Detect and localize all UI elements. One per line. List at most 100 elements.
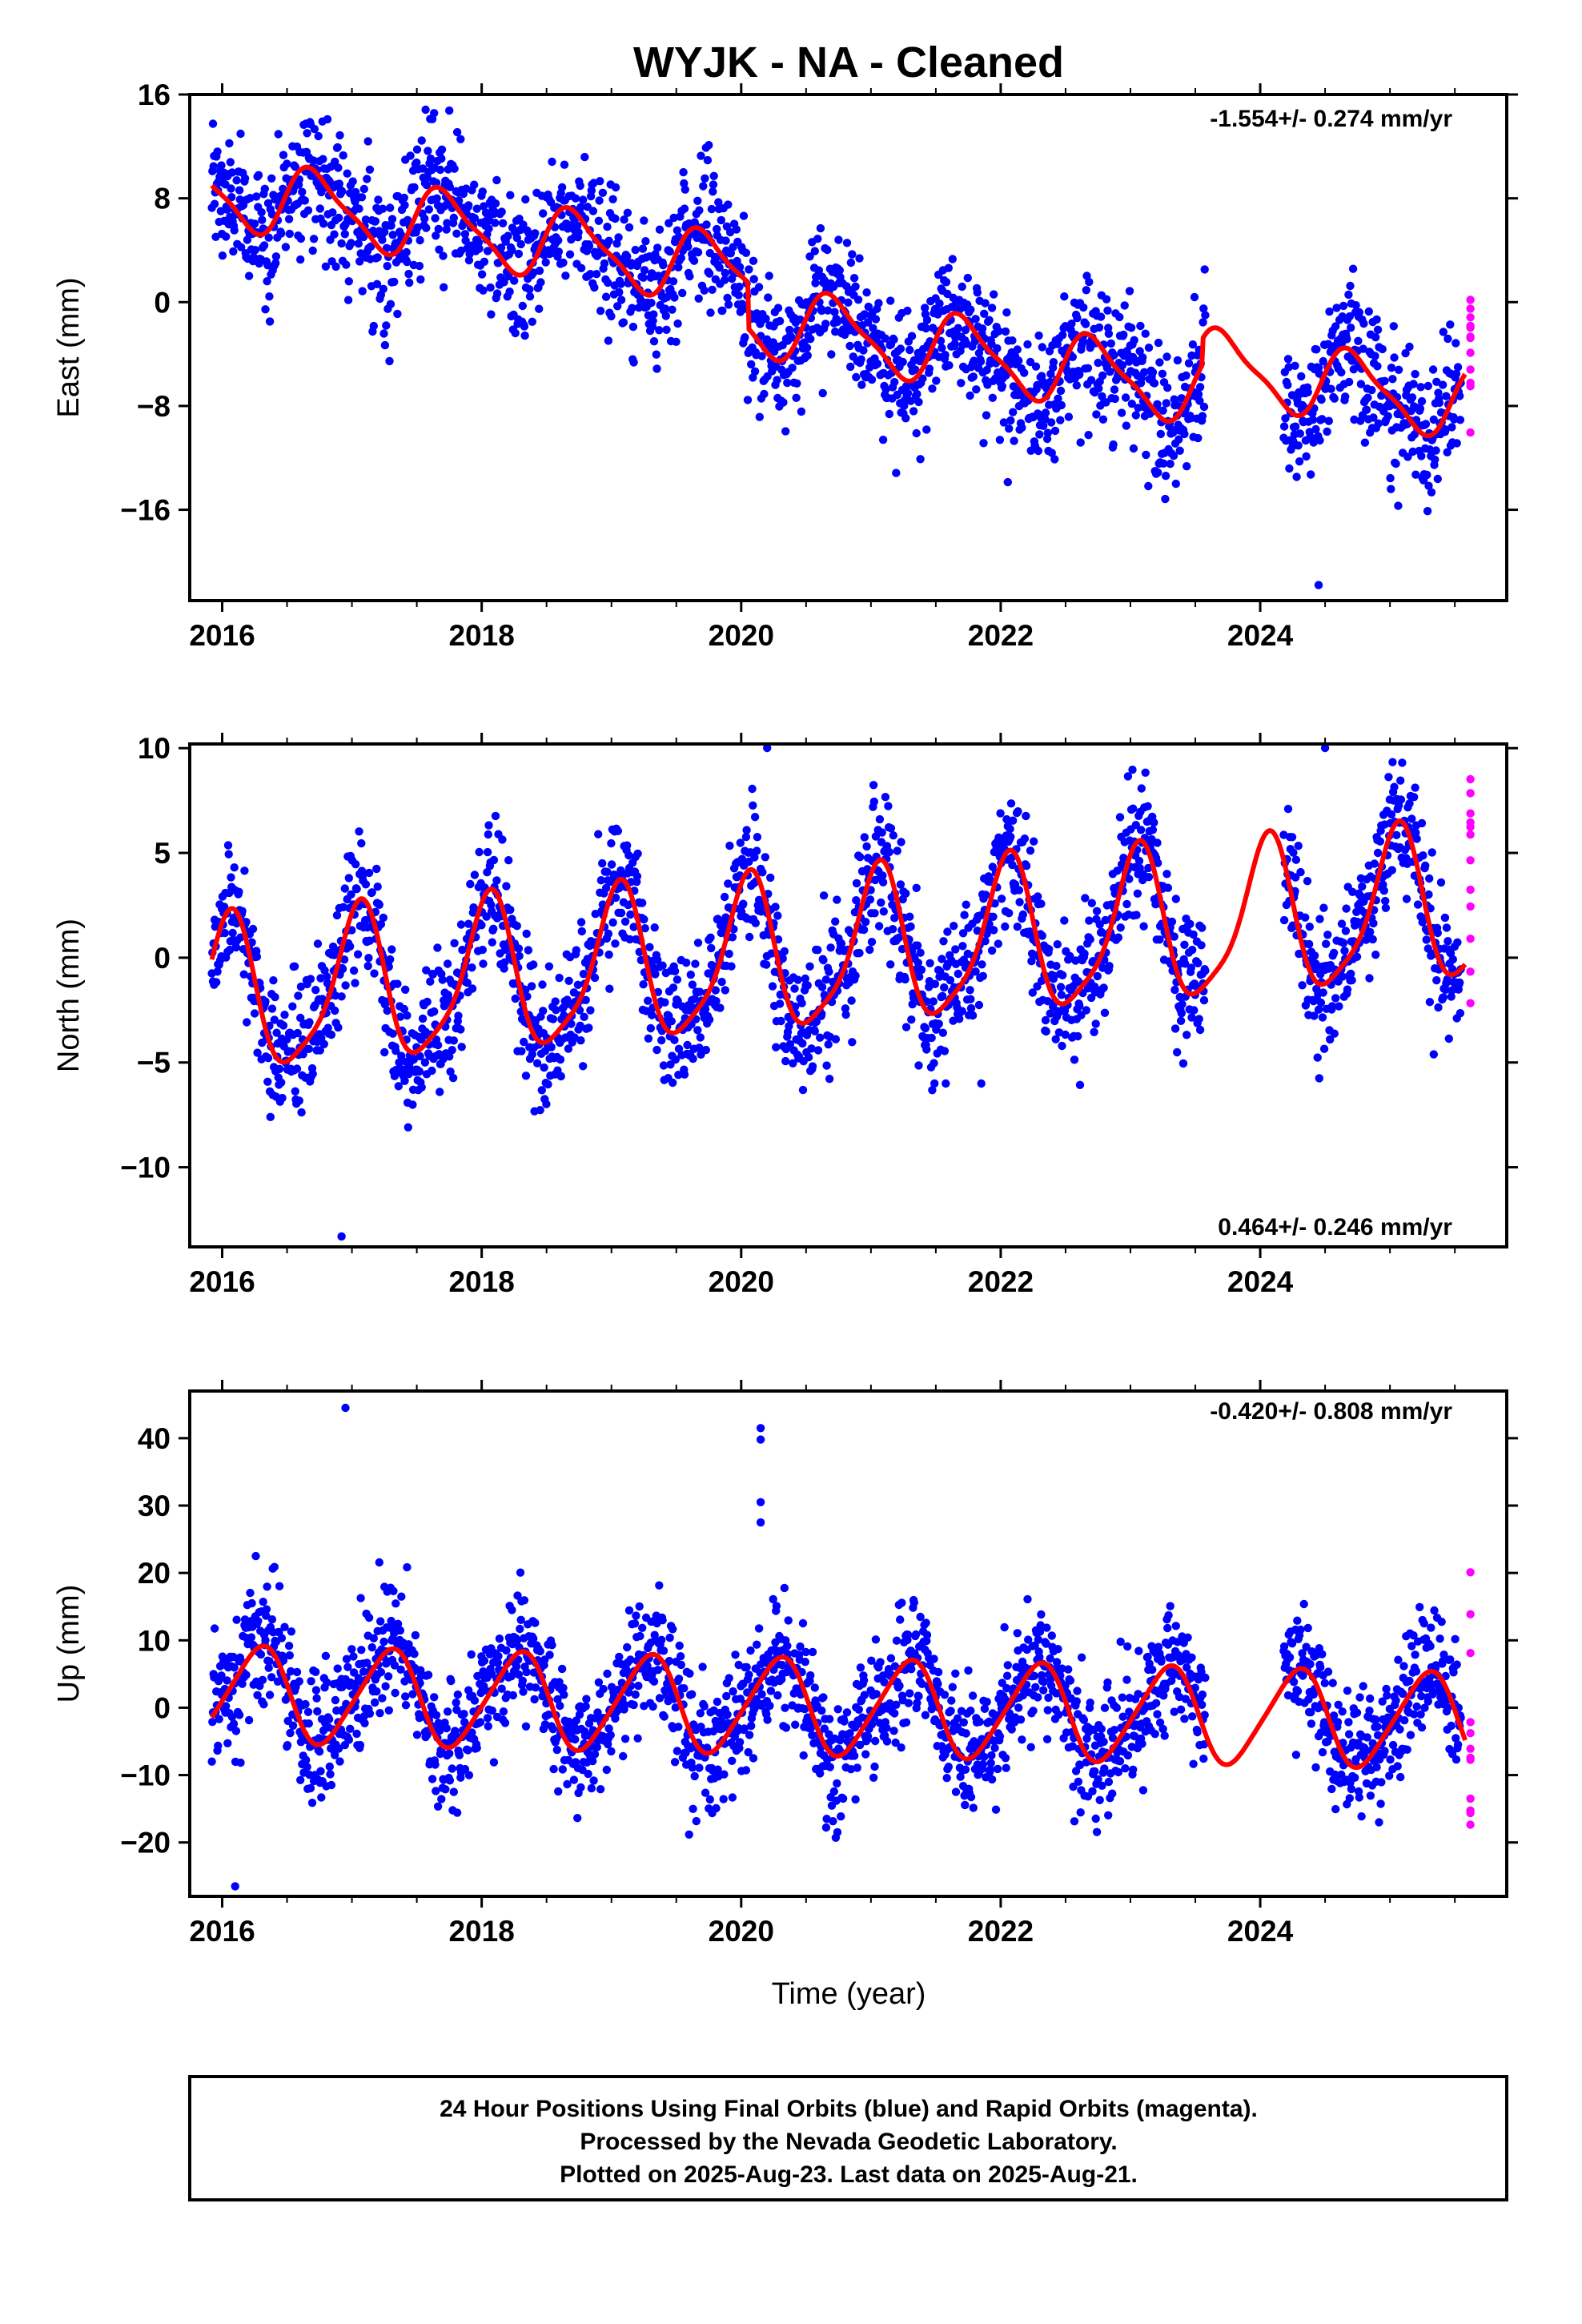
data-point xyxy=(412,1731,422,1739)
data-point xyxy=(1365,974,1374,983)
data-point xyxy=(280,1011,289,1019)
data-point xyxy=(443,219,452,227)
data-point xyxy=(352,884,361,894)
data-point xyxy=(236,129,245,139)
data-point xyxy=(405,278,414,287)
data-point xyxy=(680,1070,689,1079)
data-point xyxy=(948,255,958,263)
data-point xyxy=(1316,998,1326,1007)
data-point xyxy=(529,268,538,277)
data-point xyxy=(554,247,564,256)
data-point xyxy=(846,362,855,372)
data-point xyxy=(1083,364,1093,372)
data-point xyxy=(379,284,387,293)
data-point xyxy=(761,853,769,862)
data-point xyxy=(441,1785,450,1794)
data-point xyxy=(1067,320,1076,328)
data-point xyxy=(442,1723,451,1733)
data-point xyxy=(741,248,751,257)
data-point xyxy=(1141,768,1150,777)
data-point xyxy=(1041,415,1050,424)
data-point xyxy=(1302,452,1311,461)
data-point xyxy=(564,1044,573,1053)
data-point xyxy=(386,955,395,964)
data-point xyxy=(688,980,697,989)
data-point xyxy=(907,332,917,340)
data-point xyxy=(303,1707,313,1716)
data-point xyxy=(230,226,239,235)
data-point xyxy=(487,310,496,319)
data-point xyxy=(467,1650,476,1659)
data-point xyxy=(285,229,294,239)
data-point xyxy=(974,1000,984,1010)
data-point xyxy=(1346,281,1355,291)
data-point xyxy=(339,955,349,964)
north-points xyxy=(207,743,1475,1241)
data-point xyxy=(805,962,814,971)
data-point xyxy=(869,781,878,790)
data-point xyxy=(433,943,442,952)
data-point xyxy=(793,975,802,984)
data-point xyxy=(297,1108,306,1117)
data-point xyxy=(714,198,723,207)
data-point xyxy=(330,230,339,239)
data-point xyxy=(227,184,235,193)
data-point xyxy=(365,165,375,174)
data-point xyxy=(554,236,563,245)
data-point xyxy=(285,1651,294,1660)
data-point xyxy=(798,1085,808,1095)
data-point xyxy=(1132,911,1141,919)
data-point xyxy=(898,357,907,367)
data-point xyxy=(390,277,399,287)
data-point xyxy=(558,1765,567,1774)
data-point xyxy=(325,1762,334,1771)
data-point xyxy=(625,935,634,944)
data-point xyxy=(400,1076,409,1086)
data-point xyxy=(1194,433,1203,443)
data-point xyxy=(819,955,828,965)
data-point xyxy=(614,233,623,242)
data-point xyxy=(341,981,350,990)
data-point xyxy=(651,970,660,979)
data-point xyxy=(231,943,241,952)
data-point xyxy=(1347,975,1356,985)
data-point xyxy=(439,251,448,260)
data-point xyxy=(1305,923,1315,931)
data-point xyxy=(1182,462,1191,471)
data-point xyxy=(535,266,544,275)
data-point xyxy=(1433,928,1443,938)
data-point xyxy=(662,325,671,334)
data-point xyxy=(303,1763,311,1771)
data-point xyxy=(1436,878,1446,887)
data-point xyxy=(825,1075,834,1084)
data-point xyxy=(477,921,486,930)
data-point xyxy=(279,1021,288,1030)
data-point xyxy=(1388,375,1397,384)
data-point xyxy=(508,246,516,255)
data-point xyxy=(1100,1008,1110,1018)
data-point xyxy=(1170,985,1179,995)
data-point xyxy=(1366,927,1375,937)
data-point xyxy=(373,883,382,891)
data-point xyxy=(535,304,544,313)
data-point xyxy=(1380,376,1389,385)
data-point xyxy=(1432,975,1441,985)
data-point xyxy=(319,219,328,228)
data-point xyxy=(225,139,234,148)
data-point xyxy=(483,868,492,877)
data-point xyxy=(1369,413,1378,422)
data-point xyxy=(954,969,963,979)
data-point xyxy=(284,215,294,223)
data-point xyxy=(480,1656,489,1665)
data-point xyxy=(680,204,689,213)
data-point xyxy=(612,239,621,248)
data-point xyxy=(1178,1059,1188,1068)
data-point xyxy=(430,1693,439,1702)
data-point xyxy=(1106,368,1114,376)
data-point xyxy=(1137,784,1146,793)
data-point xyxy=(1076,438,1085,447)
data-point xyxy=(1289,848,1298,857)
data-point xyxy=(1337,919,1347,928)
data-point xyxy=(1308,416,1318,424)
data-point xyxy=(886,824,896,833)
